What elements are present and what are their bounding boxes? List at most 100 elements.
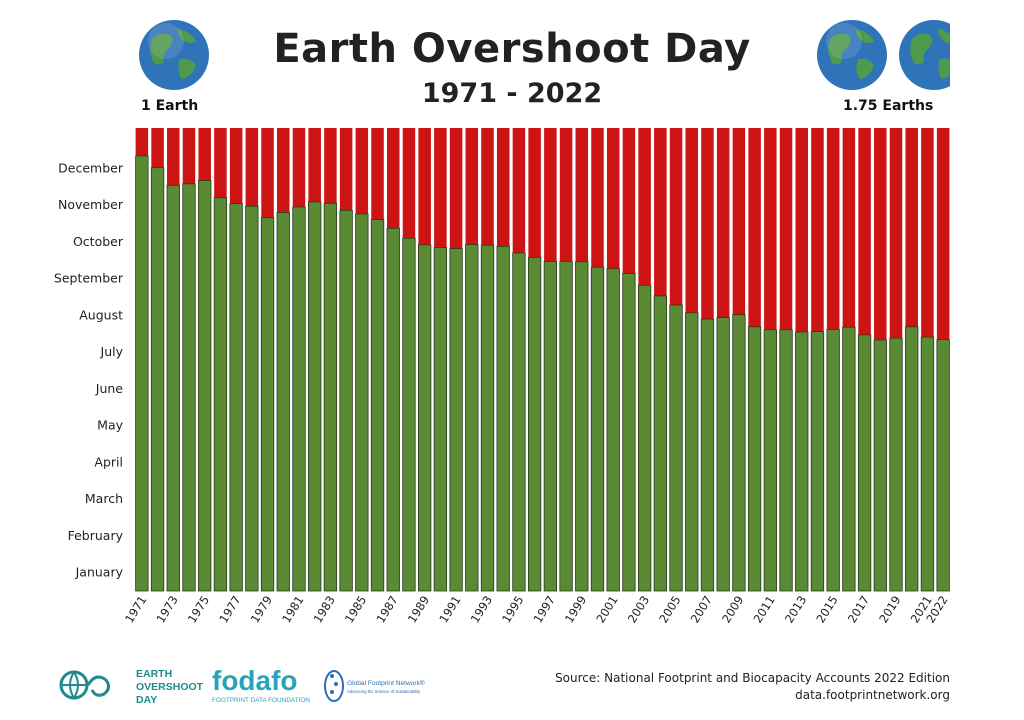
budget-bar-2020	[905, 326, 919, 592]
x-tick-label: 1993	[468, 593, 495, 625]
earth-overshoot-day-logo: EARTH OVERSHOOT DAY	[59, 668, 204, 706]
y-tick-label: August	[79, 307, 123, 322]
source-note: Source: National Footprint and Biocapaci…	[555, 670, 950, 704]
overshoot-bar-1982	[308, 128, 321, 202]
overshoot-bar-1996	[528, 128, 541, 258]
overshoot-bar-2019	[889, 128, 903, 339]
earth-globe-icon	[817, 20, 887, 90]
overshoot-bar-1988	[402, 128, 416, 239]
x-tick-label: 1987	[373, 593, 400, 625]
gfn-logo-sub: Advancing the Science of Sustainability	[347, 689, 421, 694]
x-tick-label: 1985	[342, 593, 369, 625]
overshoot-bar-2020	[905, 128, 918, 327]
overshoot-bar-1983	[324, 128, 337, 204]
budget-bar-1982	[308, 201, 322, 592]
overshoot-bar-1999	[575, 128, 589, 262]
gfn-logo-name: Global Footprint Network®	[347, 679, 425, 687]
overshoot-bar-2009	[732, 128, 746, 315]
overshoot-bar-2004	[654, 128, 667, 296]
budget-bar-2022	[936, 339, 950, 592]
y-tick-label: December	[58, 160, 124, 175]
overshoot-bar-2017	[858, 128, 871, 335]
overshoot-bar-1981	[292, 128, 306, 208]
global-footprint-network-logo: Global Footprint Network® Advancing the …	[324, 670, 425, 702]
budget-bar-1986	[370, 219, 385, 592]
x-tick-label: 1999	[562, 593, 589, 625]
budget-bar-2003	[637, 284, 652, 592]
overshoot-bar-2008	[716, 128, 730, 318]
x-tick-label: 2019	[876, 593, 903, 625]
y-tick-label: June	[95, 381, 124, 396]
x-tick-label: 2013	[782, 593, 809, 625]
x-tick-label: 1975	[185, 593, 212, 625]
overshoot-bar-2022	[936, 128, 950, 340]
overshoot-bar-2001	[606, 128, 620, 269]
y-tick-label: May	[97, 418, 123, 433]
budget-bar-1998	[559, 260, 573, 592]
source-line: Source: National Footprint and Biocapaci…	[555, 671, 950, 685]
budget-bar-1981	[292, 206, 306, 592]
overshoot-bar-1998	[559, 128, 573, 262]
budget-bar-1991	[449, 248, 463, 592]
overshoot-bar-1985	[355, 128, 369, 214]
x-tick-label: 2017	[845, 593, 872, 625]
x-tick-label: 1989	[405, 593, 432, 625]
overshoot-bar-1989	[418, 128, 431, 245]
budget-bar-1977	[229, 203, 243, 592]
budget-bar-2007	[700, 318, 715, 592]
budget-bar-1972	[150, 167, 165, 592]
overshoot-bar-2014	[811, 128, 824, 332]
overshoot-bar-2002	[622, 128, 636, 274]
overshoot-bar-2005	[669, 128, 683, 306]
budget-bar-1994	[496, 245, 510, 592]
overshoot-bar-2010	[748, 128, 761, 327]
budget-bar-1996	[527, 256, 542, 592]
overshoot-bar-2012	[779, 128, 793, 330]
overshoot-bar-2015	[826, 128, 840, 330]
overshoot-bar-1980	[277, 128, 290, 213]
y-tick-label: September	[54, 271, 124, 286]
budget-bar-1992	[465, 244, 479, 592]
overshoot-bar-1977	[229, 128, 243, 204]
overshoot-bar-1972	[151, 128, 164, 168]
overshoot-bar-2016	[842, 128, 856, 328]
partial-earth-globe-icon	[899, 20, 950, 90]
overshoot-bar-2007	[701, 128, 714, 320]
x-tick-label: 1997	[531, 593, 558, 625]
overshoot-bar-2021	[921, 128, 934, 338]
budget-bar-1976	[213, 197, 228, 592]
x-tick-label: 2007	[688, 593, 715, 625]
budget-bar-1980	[276, 212, 290, 592]
budget-bar-2004	[653, 295, 667, 592]
overshoot-bar-1994	[496, 128, 510, 247]
budget-bar-2012	[779, 329, 793, 592]
budget-bar-2019	[889, 337, 903, 592]
x-tick-label: 2003	[625, 593, 652, 625]
overshoot-bar-2013	[795, 128, 808, 332]
budget-bar-2017	[857, 334, 872, 592]
x-tick-label: 1973	[153, 593, 180, 625]
budget-bar-1985	[355, 213, 369, 592]
left-globe-label: 1 Earth	[141, 98, 199, 114]
budget-bar-1990	[433, 247, 448, 592]
fodafo-logo-name: fodafo	[212, 665, 298, 696]
overshoot-bar-1974	[182, 128, 196, 184]
budget-bar-2016	[842, 326, 856, 592]
budget-bar-2005	[669, 304, 683, 592]
chart-title: Earth Overshoot Day	[273, 26, 751, 72]
x-tick-label: 1977	[216, 593, 243, 625]
overshoot-bar-2011	[764, 128, 777, 330]
budget-bar-2000	[590, 266, 605, 592]
x-tick-label: 2001	[593, 593, 620, 625]
fodafo-logo: fodafo FOOTPRINT DATA FOUNDATION	[212, 665, 310, 704]
x-tick-label: 1981	[279, 593, 306, 625]
budget-bar-2010	[747, 326, 762, 592]
budget-bar-1989	[418, 244, 432, 592]
chart-subtitle: 1971 - 2022	[421, 78, 603, 109]
x-tick-label: 1979	[248, 593, 275, 625]
y-tick-label: March	[85, 491, 123, 506]
budget-bar-2011	[763, 329, 777, 592]
overshoot-bar-1978	[245, 128, 259, 207]
logo1-line1: EARTH	[136, 668, 172, 680]
overshoot-bar-1995	[512, 128, 526, 253]
